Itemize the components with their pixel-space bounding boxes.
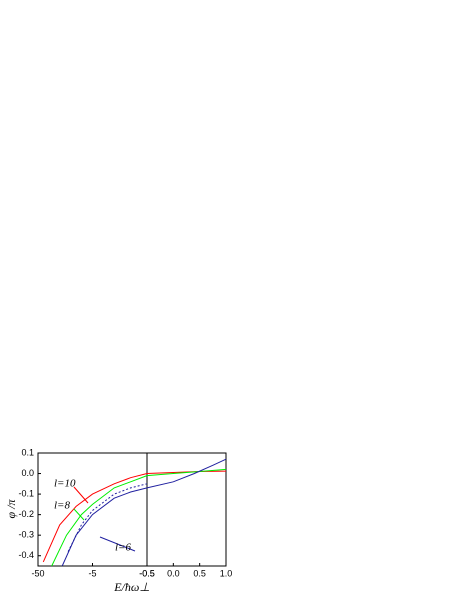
line-series	[61, 487, 148, 567]
y-tick-label: 0.1	[21, 447, 34, 457]
y-tick-label: -0.4	[18, 550, 34, 560]
y-axis-label: φ /π	[4, 499, 18, 519]
x-axis-label: E/ħω⊥	[113, 580, 150, 594]
line-series	[146, 458, 227, 489]
y-tick-label: -0.2	[18, 509, 34, 519]
line-series	[42, 473, 148, 563]
x-tick-label: -5	[88, 568, 96, 578]
legend-label: l=10	[54, 478, 76, 490]
line-series	[146, 468, 227, 477]
x-tick-label: 0.5	[193, 568, 206, 578]
line-series	[67, 483, 148, 552]
annotation-leader	[73, 508, 85, 521]
annotation-leader	[73, 486, 89, 504]
y-tick-label: 0.0	[21, 468, 34, 478]
plot-frame	[37, 452, 227, 567]
x-tick-label: 0.0	[167, 568, 180, 578]
legend-label: l=8	[54, 500, 70, 512]
x-tick-label: -0.5	[139, 568, 155, 578]
x-tick-label: -0.5	[139, 568, 155, 578]
line-series	[51, 475, 148, 567]
x-tick-label: 1.0	[220, 568, 233, 578]
legend-label: l=6	[115, 542, 131, 554]
annotation-leader	[99, 536, 136, 552]
x-tick-label: -50	[31, 568, 44, 578]
y-tick-label: -0.3	[18, 530, 34, 540]
y-tick-label: -0.1	[18, 488, 34, 498]
